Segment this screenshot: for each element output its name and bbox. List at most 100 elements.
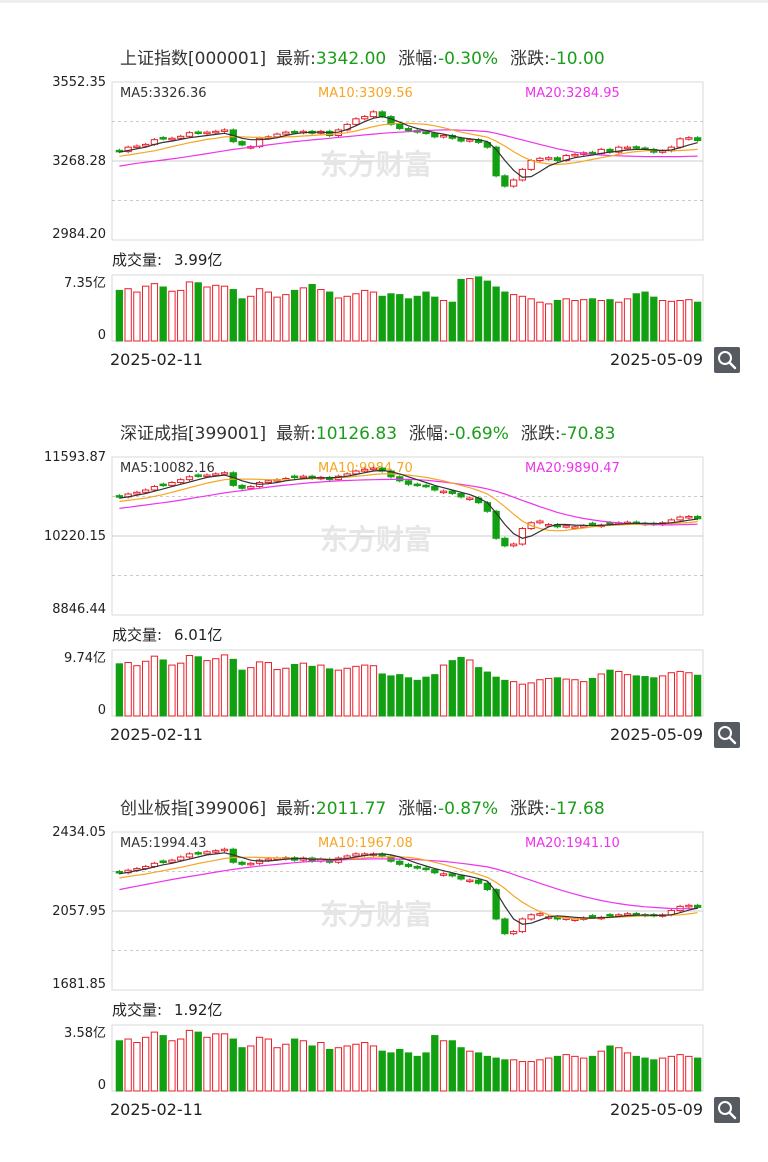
volume-bar bbox=[422, 1052, 430, 1092]
volume-max-tick: 3.58亿 bbox=[64, 1026, 106, 1041]
volume-bar bbox=[474, 667, 483, 717]
volume-bar bbox=[150, 283, 159, 342]
volume-bar bbox=[238, 1047, 246, 1092]
volume-bar bbox=[264, 662, 272, 717]
volume-bar bbox=[483, 280, 492, 342]
candle-body bbox=[448, 873, 456, 877]
candle-body bbox=[571, 153, 579, 157]
candle-body bbox=[518, 528, 527, 545]
candle-body bbox=[466, 497, 474, 501]
volume-bar bbox=[255, 1036, 264, 1092]
index-title-row: 深证成指[399001] 最新:10126.83 涨幅:-0.69% 涨跌:-70.8… bbox=[120, 421, 627, 447]
candle-body bbox=[396, 860, 404, 865]
zoom-button[interactable] bbox=[714, 1097, 740, 1123]
volume-value: 1.92亿 bbox=[174, 1001, 222, 1019]
volume-bar bbox=[124, 662, 132, 717]
volume-bar bbox=[325, 668, 334, 717]
volume-bar bbox=[185, 281, 194, 342]
ma20-label: MA20:3284.95 bbox=[525, 86, 620, 101]
volume-bar bbox=[623, 298, 632, 342]
zoom-button[interactable] bbox=[714, 347, 740, 373]
volume-bar bbox=[448, 1040, 456, 1092]
volume-bar bbox=[615, 1047, 623, 1092]
candle-body bbox=[396, 476, 404, 482]
volume-bar bbox=[334, 669, 343, 717]
volume-bar bbox=[685, 299, 693, 342]
ma20-line bbox=[119, 478, 698, 526]
volume-bar bbox=[212, 1033, 220, 1092]
volume-bar bbox=[667, 672, 675, 717]
candle-body bbox=[220, 472, 229, 475]
volume-bar bbox=[536, 301, 544, 342]
volume-bar bbox=[431, 1035, 439, 1092]
zoom-button[interactable] bbox=[714, 722, 740, 748]
latest-value: 2011.77 bbox=[315, 799, 387, 819]
volume-bar bbox=[369, 665, 378, 717]
volume-bar bbox=[623, 674, 632, 717]
candle-body bbox=[142, 143, 150, 147]
volume-value: 3.99亿 bbox=[174, 251, 222, 269]
volume-bar bbox=[142, 285, 150, 342]
volume-bar bbox=[518, 1061, 527, 1092]
volume-max-tick: 9.74亿 bbox=[64, 651, 106, 666]
candle-body bbox=[133, 145, 141, 149]
candle-body bbox=[588, 522, 597, 526]
index-title-row: 上证指数[000001] 最新:3342.00 涨幅:-0.30% 涨跌:-10.00 bbox=[120, 46, 617, 72]
volume-bar bbox=[474, 1052, 483, 1092]
volume-bar bbox=[290, 289, 299, 342]
candle-body bbox=[483, 502, 492, 512]
candle-body bbox=[571, 526, 579, 529]
volume-bar bbox=[396, 1048, 404, 1092]
volume-bar bbox=[203, 1036, 211, 1092]
volume-bar bbox=[606, 299, 614, 342]
volume-bar bbox=[501, 1059, 509, 1092]
volume-bar bbox=[255, 288, 264, 342]
candle-body bbox=[553, 157, 562, 162]
volume-bar bbox=[588, 677, 597, 717]
volume-bar bbox=[124, 1038, 132, 1092]
volume-bar bbox=[518, 683, 527, 717]
candlestick-chart: 2434.05 2057.95 1681.85 东方财富 MA5:1994.43 MA10… bbox=[52, 825, 704, 1119]
volume-bar bbox=[168, 290, 176, 342]
candle-body bbox=[369, 467, 378, 471]
volume-bar bbox=[562, 1054, 570, 1092]
candle-body bbox=[492, 510, 500, 539]
volume-bar bbox=[457, 278, 465, 342]
candle-body bbox=[299, 475, 308, 479]
volume-bar bbox=[378, 1050, 386, 1092]
candle-body bbox=[396, 123, 404, 130]
volume-bar bbox=[457, 656, 465, 717]
ma10-label: MA10:1967.08 bbox=[318, 836, 413, 851]
watermark-logo: 东方财富 bbox=[320, 148, 432, 181]
candle-body bbox=[474, 879, 483, 884]
candle-body bbox=[290, 475, 299, 479]
index-panel-3: 创业板指[399006] 最新:2011.77 涨幅:-0.87% 涨跌:-17.68… bbox=[0, 796, 768, 1136]
candle-body bbox=[501, 918, 509, 935]
volume-bar bbox=[615, 301, 623, 342]
volume-bar bbox=[273, 1047, 281, 1092]
volume-bar bbox=[466, 659, 474, 717]
volume-bar bbox=[299, 662, 308, 717]
ma20-line bbox=[119, 858, 698, 910]
volume-bar bbox=[273, 296, 281, 342]
candle-body bbox=[623, 146, 632, 150]
date-start-label: 2025-02-11 bbox=[110, 725, 203, 744]
volume-bar bbox=[203, 286, 211, 342]
volume-label: 成交量: bbox=[112, 1001, 162, 1019]
candle-body bbox=[466, 139, 474, 142]
volume-bar bbox=[369, 291, 378, 342]
candle-body bbox=[588, 915, 597, 918]
candle-body bbox=[632, 146, 640, 149]
ma20-line bbox=[119, 129, 698, 167]
y-tick-label: 2057.95 bbox=[52, 904, 106, 919]
candle-body bbox=[404, 863, 413, 867]
y-tick-label: 3552.35 bbox=[52, 75, 106, 90]
volume-value: 6.01亿 bbox=[174, 626, 222, 644]
candle-body bbox=[509, 931, 518, 935]
volume-bar bbox=[229, 1038, 237, 1092]
candle-body bbox=[457, 875, 465, 880]
candle-body bbox=[168, 137, 176, 141]
volume-bar bbox=[396, 294, 404, 342]
volume-bar bbox=[404, 677, 413, 717]
change-pct-label: 涨幅: bbox=[398, 799, 438, 819]
